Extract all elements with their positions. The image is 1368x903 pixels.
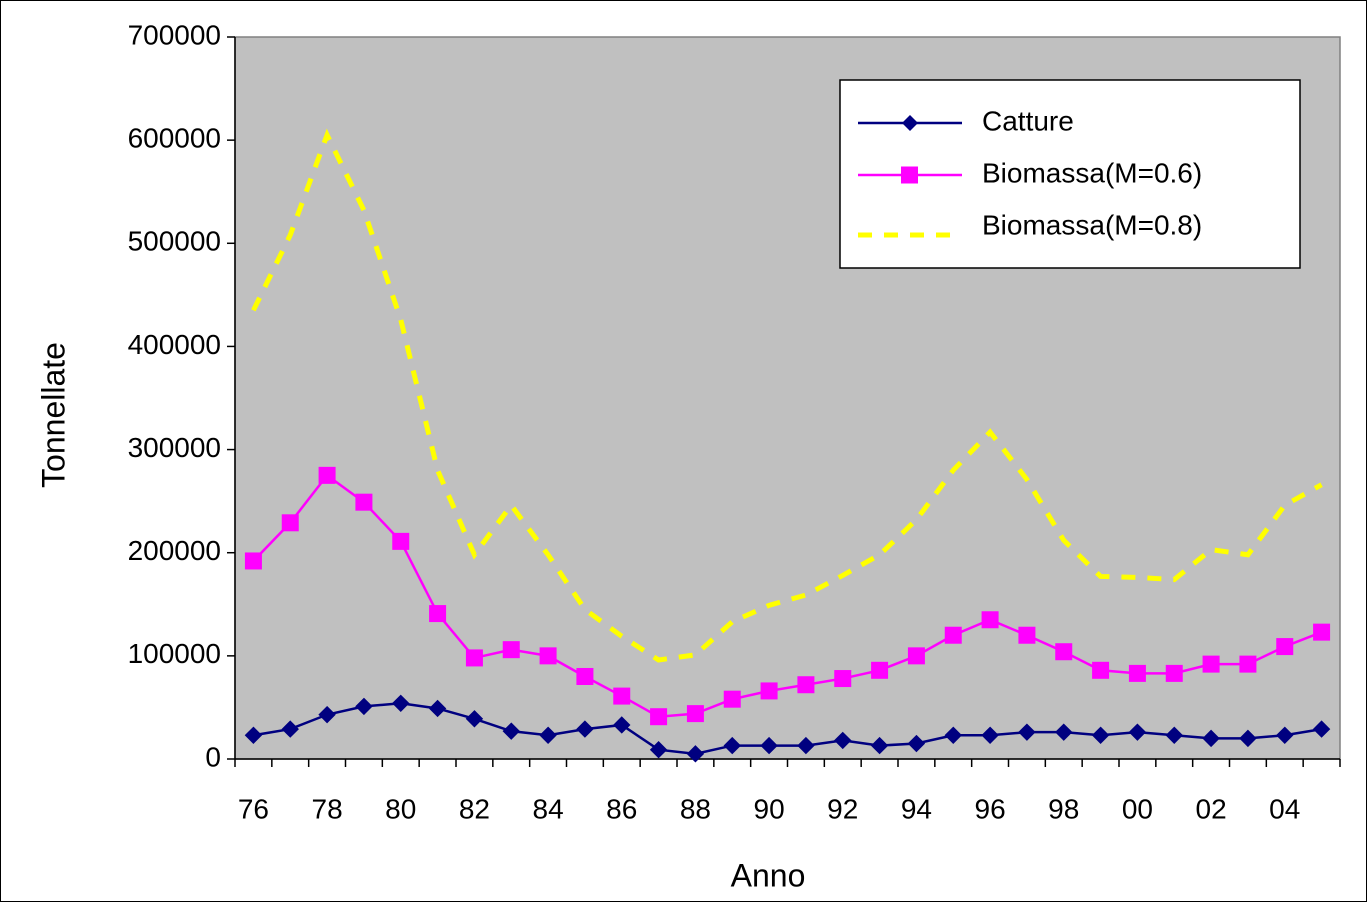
point: [1128, 664, 1146, 682]
point: [428, 699, 447, 718]
x-tick-label: 82: [459, 793, 490, 824]
point: [281, 514, 299, 532]
point: [465, 710, 484, 728]
point: [760, 736, 778, 755]
point: [1239, 729, 1257, 748]
point: [1018, 626, 1036, 644]
point: [834, 670, 852, 688]
y-tick-label: 600000: [128, 123, 221, 154]
point: [981, 726, 999, 744]
point: [502, 641, 520, 659]
point: [244, 726, 263, 744]
legend: Catture Biomassa(M=0.6) Biomassa(M=0.8): [839, 79, 1301, 269]
point: [539, 726, 557, 744]
point: [1018, 723, 1036, 741]
point: [1165, 726, 1183, 744]
point: [870, 736, 889, 755]
point: [649, 741, 668, 759]
point: [944, 726, 962, 744]
point: [944, 626, 962, 644]
point: [1055, 643, 1073, 661]
point: [686, 745, 705, 763]
point: [465, 649, 483, 667]
point: [1055, 723, 1073, 741]
point: [723, 736, 741, 755]
point: [539, 647, 557, 665]
point: [318, 705, 336, 724]
point: [1239, 655, 1257, 673]
point: [834, 731, 852, 750]
y-tick-label: 500000: [128, 226, 221, 257]
y-tick-label: 300000: [128, 432, 221, 463]
x-tick-label: 80: [385, 793, 416, 824]
y-tick-label: 0: [205, 741, 221, 772]
point: [723, 690, 741, 708]
point: [392, 532, 410, 550]
point: [797, 676, 815, 694]
point: [760, 682, 778, 700]
x-tick-label: 90: [754, 793, 785, 824]
x-tick-label: 94: [901, 793, 932, 824]
legend-label: Catture: [982, 105, 1074, 136]
point: [650, 708, 668, 726]
point: [244, 552, 262, 570]
point: [613, 687, 631, 705]
y-axis-label: Tonnellate: [35, 342, 71, 488]
point: [502, 722, 520, 740]
x-tick-label: 84: [533, 793, 564, 824]
point: [1312, 720, 1331, 738]
legend-marker: [902, 115, 918, 131]
y-tick-label: 100000: [128, 638, 221, 669]
point: [1202, 729, 1220, 748]
x-tick-label: 04: [1269, 793, 1300, 824]
x-tick-label: 76: [238, 793, 269, 824]
point: [981, 611, 999, 629]
point: [907, 734, 926, 753]
legend-marker: [901, 166, 918, 184]
x-tick-label: 00: [1122, 793, 1153, 824]
x-tick-label: 86: [606, 793, 637, 824]
point: [1128, 723, 1147, 741]
x-axis-label: Anno: [731, 857, 806, 893]
point: [907, 647, 925, 665]
point: [355, 697, 373, 716]
legend-label: Biomassa(M=0.8): [982, 209, 1202, 240]
point: [1202, 655, 1220, 673]
point: [576, 720, 594, 738]
point: [392, 694, 410, 713]
legend-label: Biomassa(M=0.6): [982, 157, 1202, 188]
point: [281, 720, 299, 738]
x-tick-label: 92: [827, 793, 858, 824]
x-tick-label: 96: [975, 793, 1006, 824]
point: [355, 493, 373, 511]
point: [429, 605, 447, 623]
x-tick-label: 78: [312, 793, 343, 824]
y-tick-label: 400000: [128, 329, 221, 360]
point: [613, 716, 631, 734]
point: [1276, 726, 1294, 744]
point: [576, 667, 594, 685]
point: [871, 661, 889, 679]
x-tick-label: 88: [680, 793, 711, 824]
point: [318, 466, 336, 484]
point: [1092, 661, 1110, 679]
point: [797, 736, 815, 755]
x-tick-label: 98: [1048, 793, 1079, 824]
point: [1276, 638, 1294, 656]
point: [1091, 726, 1110, 744]
point: [1165, 664, 1183, 682]
x-tick-label: 02: [1196, 793, 1227, 824]
y-tick-label: 700000: [128, 19, 221, 50]
point: [1313, 623, 1331, 641]
point: [686, 705, 704, 723]
y-tick-label: 200000: [128, 535, 221, 566]
